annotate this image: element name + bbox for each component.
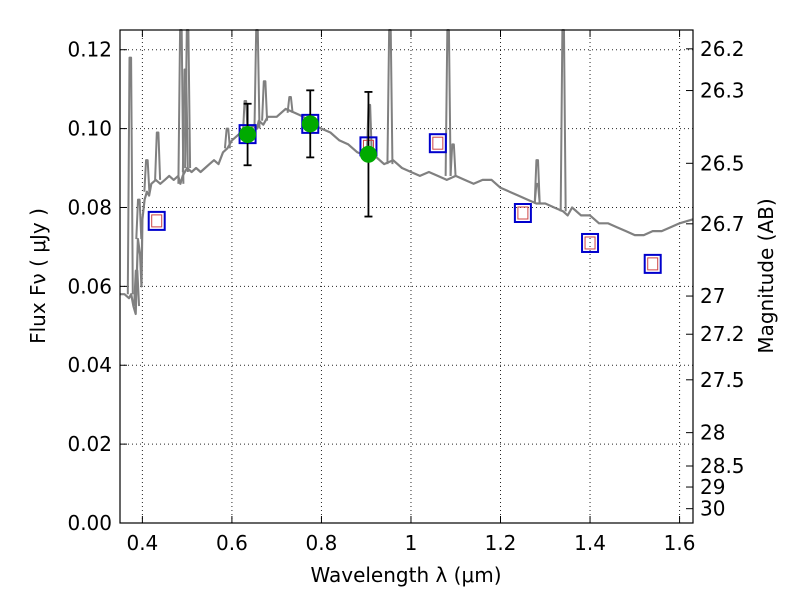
model-box-inner xyxy=(432,136,444,150)
observed-point xyxy=(239,126,257,144)
mag-tick-label: 26.7 xyxy=(700,212,745,236)
y2-axis-label: Magnitude (AB) xyxy=(754,198,778,353)
sed-emission-line xyxy=(449,143,457,176)
sed-emission-line xyxy=(154,131,162,180)
mag-tick-label: 27 xyxy=(700,284,725,308)
model-box-inner xyxy=(151,214,163,228)
model-box xyxy=(513,203,532,224)
model-box xyxy=(147,210,166,231)
mag-tick-label: 28 xyxy=(700,421,725,445)
model-box-inner xyxy=(647,257,659,271)
plot-area xyxy=(120,30,693,523)
sed-emission-line xyxy=(261,80,269,121)
sed-emission-line xyxy=(126,56,134,295)
mag-tick-label: 30 xyxy=(700,497,725,521)
mag-tick-label: 26.3 xyxy=(700,79,745,103)
y-tick-label: 0.04 xyxy=(67,353,112,377)
y-tick-label: 0.08 xyxy=(67,195,112,219)
sed-emission-line xyxy=(143,159,151,192)
y-tick-label: 0.10 xyxy=(67,117,112,141)
model-box xyxy=(428,133,447,154)
sed-emission-line xyxy=(135,198,143,240)
model-box-inner xyxy=(584,236,596,250)
x-tick-label: 1.6 xyxy=(664,531,696,555)
x-tick-label: 0.6 xyxy=(216,531,248,555)
mag-tick-label: 29 xyxy=(700,475,725,499)
observed-point xyxy=(359,145,377,163)
mag-tick-label: 26.2 xyxy=(700,37,745,61)
x-tick-label: 1.4 xyxy=(574,531,606,555)
y-tick-label: 0.06 xyxy=(67,274,112,298)
mag-tick-label: 28.5 xyxy=(700,454,745,478)
model-box xyxy=(581,232,600,253)
y-axis-label: Flux Fν ( μJy ) xyxy=(26,208,50,344)
mag-tick-label: 27.2 xyxy=(700,322,745,346)
plot-frame xyxy=(119,29,694,524)
plot-background xyxy=(120,30,693,523)
sed-emission-line xyxy=(223,127,231,149)
model-box xyxy=(643,253,662,274)
y-tick-label: 0.02 xyxy=(67,432,112,456)
mag-tick-label: 27.5 xyxy=(700,368,745,392)
observed-point xyxy=(301,115,319,133)
x-tick-label: 1.2 xyxy=(485,531,517,555)
sed-emission-line xyxy=(286,96,294,113)
x-axis-label: Wavelength λ (μm) xyxy=(310,563,501,587)
mag-tick-label: 26.5 xyxy=(700,151,745,175)
x-tick-label: 0.8 xyxy=(306,531,338,555)
sed-emission-line xyxy=(533,159,541,204)
y-tick-label: 0.00 xyxy=(67,511,112,535)
x-tick-label: 0.4 xyxy=(126,531,158,555)
x-tick-label: 1 xyxy=(405,531,418,555)
y-tick-label: 0.12 xyxy=(67,38,112,62)
model-box-inner xyxy=(517,206,529,220)
observed-photometry xyxy=(239,89,377,218)
y-axis-left: 0.00 0.02 0.04 0.06 0.08 0.10 0.12 xyxy=(67,38,127,535)
sed-emission-line xyxy=(133,269,141,307)
x-axis: 0.4 0.6 0.8 1 1.2 1.4 1.6 xyxy=(126,30,695,555)
